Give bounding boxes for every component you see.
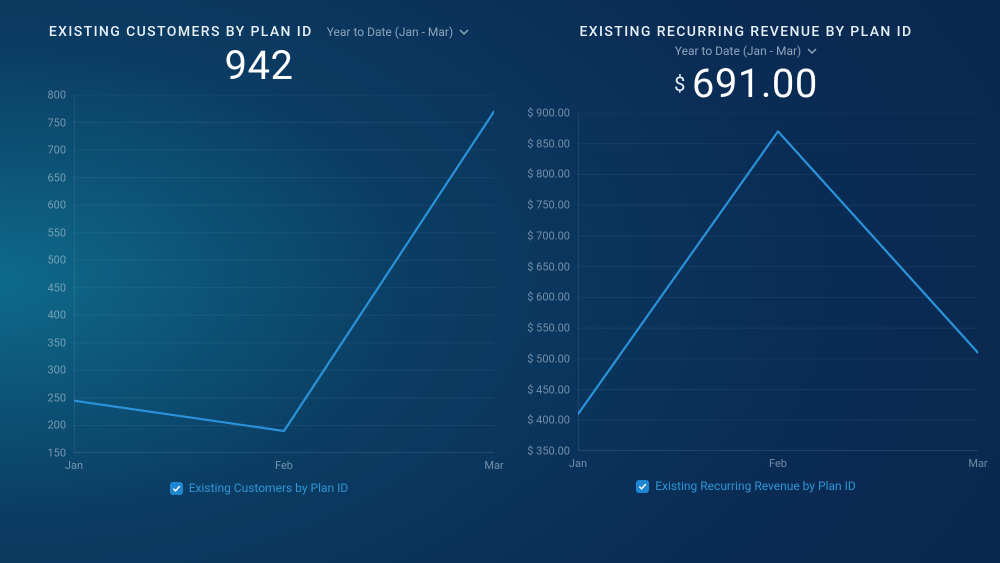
revenue-legend[interactable]: Existing Recurring Revenue by Plan ID xyxy=(514,479,978,493)
customers-range-select[interactable]: Year to Date (Jan - Mar) xyxy=(327,25,469,39)
y-tick-label: $ 400.00 xyxy=(514,414,570,427)
y-tick-label: $ 650.00 xyxy=(514,260,570,273)
y-tick-label: $ 850.00 xyxy=(514,137,570,150)
customers-title: EXISTING CUSTOMERS BY PLAN ID xyxy=(49,24,313,40)
y-tick-label: $ 350.00 xyxy=(514,445,570,458)
x-tick-label: Feb xyxy=(275,459,293,472)
y-tick-label: 750 xyxy=(24,116,66,129)
revenue-title: EXISTING RECURRING REVENUE BY PLAN ID xyxy=(579,24,912,40)
revenue-range-select[interactable]: Year to Date (Jan - Mar) xyxy=(675,44,817,58)
revenue-kpi-prefix: $ xyxy=(674,72,686,96)
revenue-chart: $ 350.00 $ 400.00 $ 450.00 $ 500.00 $ 550.00… xyxy=(514,113,978,473)
y-tick-label: 300 xyxy=(24,364,66,377)
y-tick-label: $ 800.00 xyxy=(514,168,570,181)
revenue-legend-label: Existing Recurring Revenue by Plan ID xyxy=(655,479,856,493)
checkbox-checked-icon xyxy=(170,482,183,495)
chevron-down-icon xyxy=(807,46,817,56)
y-tick-label: 350 xyxy=(24,336,66,349)
customers-panel: EXISTING CUSTOMERS BY PLAN ID Year to Da… xyxy=(20,18,498,545)
customers-kpi-value: 942 xyxy=(225,42,294,89)
y-tick-label: $ 450.00 xyxy=(514,383,570,396)
revenue-header: EXISTING RECURRING REVENUE BY PLAN ID Ye… xyxy=(514,24,978,58)
y-tick-label: 700 xyxy=(24,144,66,157)
x-tick-label: Jan xyxy=(65,459,83,472)
x-tick-label: Mar xyxy=(968,457,987,470)
checkbox-checked-icon xyxy=(636,480,649,493)
y-tick-label: 250 xyxy=(24,391,66,404)
x-tick-label: Mar xyxy=(484,459,503,472)
y-tick-label: $ 500.00 xyxy=(514,352,570,365)
y-tick-label: 400 xyxy=(24,309,66,322)
y-tick-label: 450 xyxy=(24,281,66,294)
y-tick-label: 500 xyxy=(24,254,66,267)
revenue-panel: EXISTING RECURRING REVENUE BY PLAN ID Ye… xyxy=(510,18,982,545)
customers-chart: 1502002503003504004505005506006507007508… xyxy=(24,95,494,475)
revenue-kpi: $691.00 xyxy=(514,60,978,107)
y-tick-label: $ 700.00 xyxy=(514,229,570,242)
customers-kpi: 942 xyxy=(24,42,494,89)
customers-legend-label: Existing Customers by Plan ID xyxy=(189,481,349,495)
y-tick-label: $ 900.00 xyxy=(514,107,570,120)
x-tick-label: Feb xyxy=(769,457,787,470)
y-tick-label: 150 xyxy=(24,447,66,460)
y-tick-label: 550 xyxy=(24,226,66,239)
customers-range-label: Year to Date (Jan - Mar) xyxy=(327,25,453,39)
y-tick-label: $ 750.00 xyxy=(514,199,570,212)
x-tick-label: Jan xyxy=(569,457,587,470)
customers-header: EXISTING CUSTOMERS BY PLAN ID Year to Da… xyxy=(24,24,494,40)
y-tick-label: 600 xyxy=(24,199,66,212)
customers-legend[interactable]: Existing Customers by Plan ID xyxy=(24,481,494,495)
y-tick-label: 650 xyxy=(24,171,66,184)
y-tick-label: $ 600.00 xyxy=(514,291,570,304)
y-tick-label: 200 xyxy=(24,419,66,432)
chevron-down-icon xyxy=(459,27,469,37)
y-tick-label: $ 550.00 xyxy=(514,322,570,335)
revenue-kpi-value: 691.00 xyxy=(692,60,818,107)
revenue-range-label: Year to Date (Jan - Mar) xyxy=(675,44,801,58)
y-tick-label: 800 xyxy=(24,89,66,102)
